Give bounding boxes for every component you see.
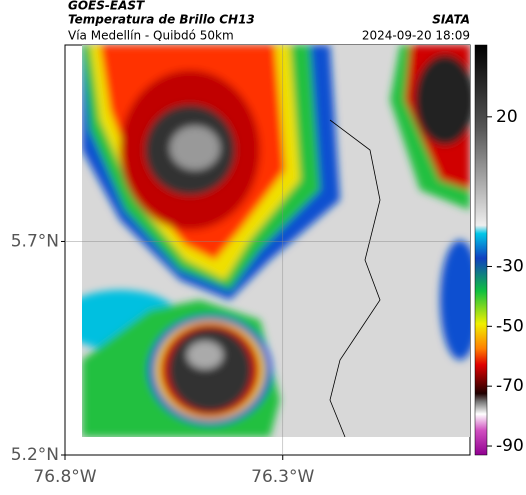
colorbar (474, 44, 488, 456)
timestamp: 2024-09-20 18:09 (362, 29, 470, 43)
route: Vía Medellín - Quibdó 50km (68, 29, 234, 43)
imagery (82, 45, 470, 437)
x-tick-label: 76.8°W (33, 467, 96, 487)
colorbar-tick-label: -30 (496, 256, 524, 276)
colorbar-tick-label: 20 (496, 107, 518, 127)
y-tick-label: 5.2°N (11, 445, 59, 465)
y-tick-label: 5.7°N (11, 231, 59, 251)
satellite: GOES-EAST (68, 0, 145, 13)
x-tick-label: 76.3°W (251, 467, 314, 487)
colorbar-tick-label: -90 (496, 436, 524, 456)
colorbar-tick-label: -70 (496, 376, 524, 396)
product: Temperatura de Brillo CH13 (68, 13, 255, 27)
source: SIATA (432, 13, 470, 27)
colorbar-tick-label: -50 (496, 316, 524, 336)
